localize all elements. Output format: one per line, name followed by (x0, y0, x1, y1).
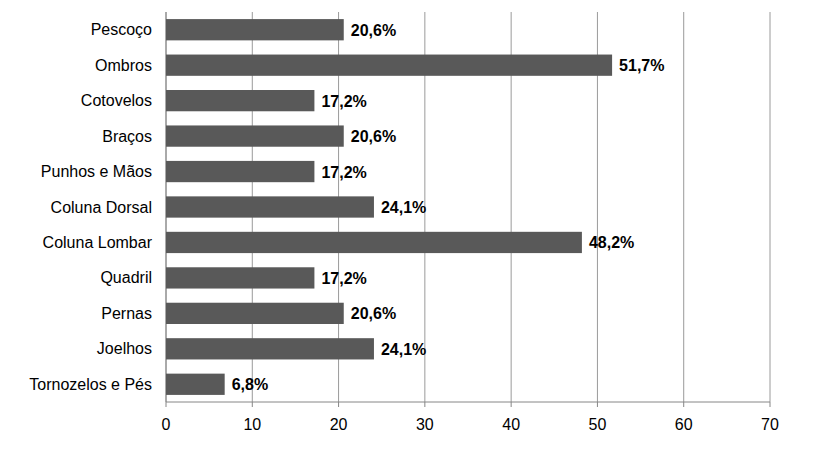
tick-label: 20 (330, 416, 348, 433)
category-label: Tornozelos e Pés (29, 376, 152, 393)
chart-root: 0 10 20 30 40 50 60 70 Pescoço 20,6% Ombros 51,7% Co… (0, 0, 822, 449)
data-label: 20,6% (351, 22, 396, 39)
category-label: Coluna Dorsal (51, 199, 152, 216)
category-label: Quadril (100, 269, 152, 286)
tick-mark (683, 402, 684, 407)
bar (166, 161, 314, 182)
bar (166, 55, 612, 76)
tick-label: 30 (416, 416, 434, 433)
data-label: 24,1% (381, 199, 426, 216)
bar (166, 232, 582, 253)
category-label: Ombros (95, 57, 152, 74)
bar (166, 125, 344, 146)
bar (166, 19, 344, 40)
data-label: 17,2% (321, 270, 366, 287)
data-label: 48,2% (589, 234, 634, 251)
bar (166, 303, 344, 324)
category-label: Joelhos (97, 340, 152, 357)
tick-label: 40 (502, 416, 520, 433)
data-label: 20,6% (351, 305, 396, 322)
tick-label: 0 (162, 416, 171, 433)
tick-mark (166, 402, 167, 407)
tick-mark (338, 402, 339, 407)
tick-mark (511, 402, 512, 407)
bar (166, 374, 225, 395)
tick-mark (597, 402, 598, 407)
category-label: Punhos e Mãos (41, 163, 152, 180)
data-label: 24,1% (381, 341, 426, 358)
tick-mark (770, 402, 771, 407)
tick-label: 50 (589, 416, 607, 433)
x-axis (166, 402, 770, 403)
data-label: 17,2% (321, 93, 366, 110)
tick-mark (252, 402, 253, 407)
category-label: Pescoço (91, 21, 152, 38)
category-label: Braços (102, 128, 152, 145)
data-label: 51,7% (619, 57, 664, 74)
bars (166, 19, 612, 395)
data-label: 6,8% (232, 376, 268, 393)
category-label: Cotovelos (81, 92, 152, 109)
tick-label: 70 (761, 416, 779, 433)
data-label: 17,2% (321, 164, 366, 181)
bar (166, 90, 314, 111)
chart: 0 10 20 30 40 50 60 70 Pescoço 20,6% Ombros 51,7% Co… (0, 0, 822, 449)
bar (166, 267, 314, 288)
category-label: Pernas (101, 305, 152, 322)
bar (166, 338, 374, 359)
grid-line (683, 12, 684, 402)
tick-label: 10 (243, 416, 261, 433)
bar (166, 196, 374, 217)
data-label: 20,6% (351, 128, 396, 145)
tick-mark (424, 402, 425, 407)
grid-line (770, 12, 771, 402)
category-label: Coluna Lombar (43, 234, 153, 251)
tick-label: 60 (675, 416, 693, 433)
